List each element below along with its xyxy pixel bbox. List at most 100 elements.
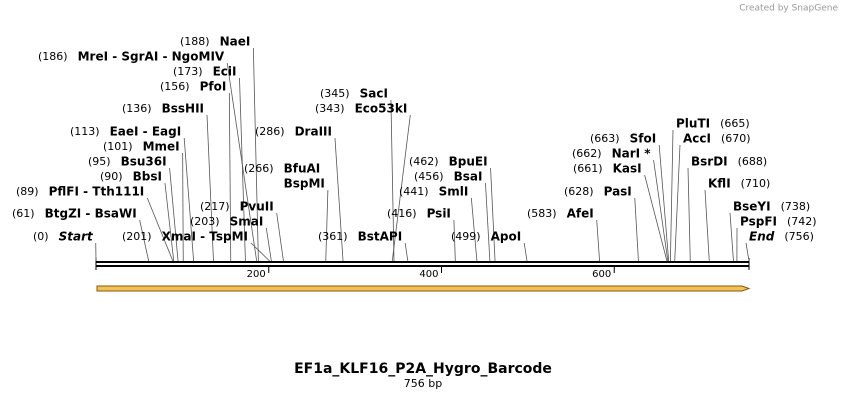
site-position: (756) — [784, 230, 814, 243]
enzyme-name: Eco53kI — [355, 102, 408, 116]
enzyme-name: BtgZI - BsaWI — [45, 207, 137, 221]
site-connector — [704, 189, 710, 262]
site-connector — [169, 167, 179, 262]
enzyme-name: BspMI — [284, 177, 325, 191]
site-connector — [658, 144, 670, 262]
site-position: (661) — [573, 162, 603, 175]
site-position: (663) — [590, 132, 620, 145]
site-connector — [265, 227, 272, 262]
site-connector — [687, 167, 691, 262]
site-connector — [523, 242, 528, 262]
site-position: (662) — [572, 147, 602, 160]
site-connector — [206, 114, 214, 262]
site-position: (90) — [100, 170, 123, 183]
site-connector — [745, 242, 750, 262]
enzyme-name: MreI - SgrAI - NgoMIV — [78, 50, 225, 64]
title: EF1a_KLF16_P2A_Hygro_Barcode — [294, 361, 552, 377]
site-position: (361) — [318, 230, 348, 243]
site-position: (345) — [320, 87, 350, 100]
site-position: (101) — [103, 140, 133, 153]
site-position: (61) — [12, 207, 35, 220]
enzyme-name: BseYI — [733, 200, 771, 214]
site-position: (742) — [787, 215, 817, 228]
ruler-tick-label: 200 — [247, 269, 266, 280]
enzyme-name: AfeI — [567, 207, 594, 221]
site-position: (186) — [38, 50, 68, 63]
site-connector — [490, 167, 496, 262]
site-position: (113) — [70, 125, 100, 138]
site-connector — [644, 174, 668, 262]
enzyme-name: PsiI — [427, 207, 451, 221]
site-position: (156) — [160, 80, 190, 93]
site-position: (710) — [741, 177, 771, 190]
enzyme-name: AccI — [683, 132, 711, 146]
site-connector — [250, 242, 270, 262]
enzyme-name: DraIII — [295, 125, 332, 139]
site-position: (583) — [527, 207, 557, 220]
enzyme-name: Start — [59, 230, 94, 244]
site-position: (0) — [33, 230, 49, 243]
site-position: (217) — [200, 200, 230, 213]
credit: Created by SnapGene — [739, 4, 838, 14]
site-connector — [325, 189, 329, 262]
enzyme-name: BssHII — [162, 102, 204, 116]
enzyme-name: EaeI - EagI — [110, 125, 182, 139]
enzyme-name: PspFI — [740, 215, 777, 229]
site-connector — [276, 212, 284, 262]
site-connector — [334, 137, 344, 262]
enzyme-name: PvuII — [240, 200, 274, 214]
site-connector — [674, 144, 681, 262]
enzyme-name: SmaI — [230, 215, 264, 229]
site-position: (670) — [721, 132, 751, 145]
site-connector — [729, 212, 734, 262]
site-connector — [390, 99, 395, 262]
site-position: (173) — [173, 65, 203, 78]
site-connector — [470, 197, 478, 262]
site-connector — [653, 159, 669, 262]
enzyme-name: PfoI — [200, 80, 227, 94]
enzyme-name: Bsu36I — [121, 155, 167, 169]
site-position: (499) — [451, 230, 481, 243]
site-position: (688) — [738, 155, 768, 168]
site-connector — [182, 152, 184, 262]
site-position: (136) — [122, 102, 152, 115]
site-connector — [139, 219, 150, 262]
enzyme-name: PflFI - Tth111I — [49, 185, 145, 199]
subtitle: 756 bp — [404, 377, 442, 390]
site-position: (738) — [781, 200, 811, 213]
site-connector — [485, 182, 491, 262]
site-position: (286) — [255, 125, 285, 138]
site-connector — [183, 137, 195, 262]
enzyme-name: XmaI - TspMI — [162, 230, 248, 244]
enzyme-name: BsrDI — [691, 155, 728, 169]
enzyme-name: KflI — [708, 177, 731, 191]
enzyme-name: EciI — [213, 65, 237, 79]
enzyme-name: PasI — [604, 185, 632, 199]
site-position: (441) — [399, 185, 429, 198]
enzyme-name: BfuAI — [284, 162, 321, 176]
enzyme-name: KasI — [613, 162, 642, 176]
site-connector — [252, 47, 259, 262]
enzyme-name: ApoI — [491, 230, 522, 244]
site-position: (95) — [88, 155, 111, 168]
site-position: (416) — [387, 207, 417, 220]
site-position: (456) — [414, 170, 444, 183]
site-position: (628) — [564, 185, 594, 198]
feature-arrow — [96, 285, 751, 292]
site-connector — [453, 219, 456, 262]
ruler-tick-label: 400 — [419, 269, 438, 280]
site-connector — [391, 114, 411, 262]
enzyme-name: End — [749, 230, 775, 244]
site-position: (462) — [409, 155, 439, 168]
site-position: (343) — [315, 102, 345, 115]
enzyme-name: NarI * — [612, 147, 652, 161]
enzyme-name: BpuEI — [449, 155, 488, 169]
site-position: (203) — [190, 215, 220, 228]
site-position: (266) — [244, 162, 274, 175]
site-connector — [228, 92, 232, 262]
enzyme-name: SfoI — [630, 132, 657, 146]
site-position: (89) — [16, 185, 39, 198]
enzyme-name: SacI — [360, 87, 388, 101]
enzyme-name: BbsI — [133, 170, 162, 184]
